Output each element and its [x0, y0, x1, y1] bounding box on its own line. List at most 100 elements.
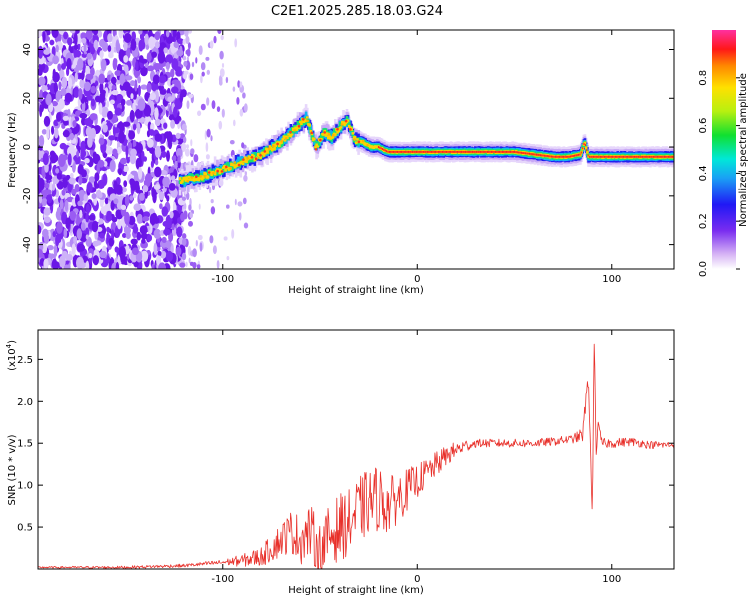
colorbar-tick-label: 0.6 — [698, 118, 709, 134]
noise-blob — [205, 56, 210, 61]
snr-y-axis-label: SNR (10 * v/v) — [7, 434, 18, 505]
ridge-core — [533, 153, 535, 156]
ridge-peak — [361, 139, 365, 143]
y-tick-label: 0 — [22, 144, 33, 150]
ridge-core — [382, 148, 384, 151]
noise-blob — [101, 41, 109, 52]
ridge-core — [387, 150, 389, 153]
noise-blob — [193, 154, 199, 163]
noise-blob — [149, 129, 155, 136]
noise-blob — [189, 212, 193, 219]
noise-blob — [44, 182, 50, 189]
noise-blob — [69, 172, 74, 179]
noise-blob — [67, 37, 73, 46]
ridge-core — [534, 153, 536, 156]
noise-blob — [243, 174, 248, 182]
noise-blob — [45, 93, 52, 106]
noise-blob — [177, 155, 181, 163]
ridge-segment — [317, 142, 321, 147]
noise-blob — [239, 108, 244, 117]
ridge-core — [618, 155, 620, 158]
noise-blob — [160, 250, 167, 259]
noise-blob — [163, 47, 168, 54]
ridge-core — [435, 150, 437, 153]
noise-blob — [211, 100, 216, 110]
ridge-core — [432, 150, 434, 153]
colorbar: 0.0 0.2 0.4 0.6 0.8 Normalized spectral ampl… — [698, 30, 749, 277]
ridge-core — [392, 150, 394, 153]
ridge-core — [644, 155, 646, 158]
ridge-segment — [219, 168, 223, 172]
noise-blob — [154, 41, 160, 49]
chart-title: C2E1.2025.285.18.03.G24 — [271, 4, 443, 19]
ridge-segment — [309, 130, 313, 133]
ridge-core — [512, 150, 514, 153]
noise-blob — [183, 60, 188, 67]
ridge-segment — [355, 141, 358, 144]
ridge-peak — [327, 132, 331, 136]
noise-blob — [175, 69, 183, 77]
noise-blob — [209, 235, 214, 244]
noise-blob — [165, 30, 170, 38]
noise-blob — [242, 92, 246, 99]
ridge-segment — [338, 122, 342, 129]
noise-blob — [98, 218, 104, 225]
noise-blob — [92, 255, 99, 266]
ridge-core — [425, 150, 427, 153]
noise-blob — [79, 73, 83, 79]
noise-blob — [100, 58, 107, 72]
ridge-core — [377, 146, 380, 149]
noise-blob — [38, 150, 42, 160]
noise-blob — [120, 157, 127, 165]
noise-blob — [71, 243, 76, 257]
ridge-peak — [207, 171, 211, 174]
ridge-segment — [314, 145, 317, 149]
ridge-core — [617, 155, 619, 158]
ridge-core — [599, 155, 601, 158]
noise-blob — [74, 184, 80, 192]
noise-blob — [43, 207, 51, 216]
ridge-segment — [300, 121, 303, 125]
noise-blob — [47, 245, 54, 251]
noise-blob — [65, 254, 73, 261]
noise-blob — [172, 155, 177, 162]
ridge-peak — [220, 170, 224, 173]
ridge-segment — [308, 123, 311, 127]
noise-blob — [154, 89, 159, 103]
ridge-core — [420, 150, 422, 153]
ridge-core — [648, 155, 650, 158]
ridge-core — [386, 150, 388, 153]
noise-blob — [93, 39, 99, 51]
noise-blob — [70, 46, 74, 54]
noise-blob — [156, 255, 162, 266]
ridge-core — [390, 150, 392, 153]
ridge-core — [448, 150, 450, 153]
ridge-core — [539, 154, 542, 157]
noise-blob — [78, 174, 83, 185]
noise-blob — [124, 194, 130, 207]
ridge-peak — [195, 175, 198, 178]
noise-blob — [56, 173, 62, 180]
ridge-segment — [184, 178, 188, 182]
ridge-core — [560, 155, 562, 158]
noise-blob — [78, 88, 83, 100]
noise-blob — [139, 225, 148, 235]
noise-blob — [188, 220, 193, 227]
noise-blob — [242, 197, 247, 205]
noise-blob — [182, 39, 186, 45]
noise-blob — [136, 231, 142, 241]
noise-blob — [172, 201, 177, 213]
snr-frame — [37, 329, 675, 570]
ridge-core — [522, 152, 524, 154]
ridge-peak — [366, 144, 369, 147]
noise-blob — [107, 121, 111, 130]
noise-blob — [213, 35, 217, 44]
noise-blob — [45, 189, 52, 195]
noise-blob — [237, 80, 241, 88]
noise-blob — [117, 141, 121, 149]
noise-blob — [138, 30, 143, 35]
noise-blob — [115, 227, 120, 238]
noise-blob — [125, 244, 130, 255]
noise-blob — [182, 233, 187, 240]
noise-blob — [137, 76, 142, 84]
